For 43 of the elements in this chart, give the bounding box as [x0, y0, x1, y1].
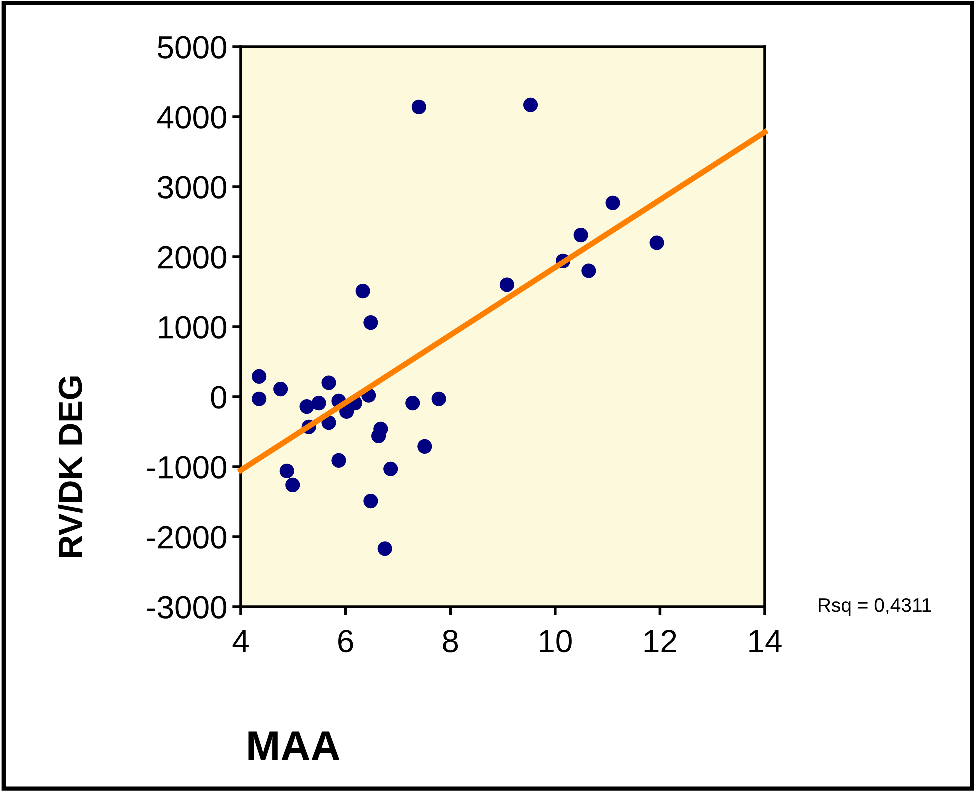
- point: [500, 278, 514, 292]
- point: [412, 100, 426, 114]
- x-tick-label: 6: [338, 630, 354, 653]
- y-tick-label: 2000: [158, 246, 227, 269]
- y-tick-label: 5000: [158, 36, 227, 59]
- point: [252, 369, 267, 384]
- y-tick-label: -3000: [148, 596, 227, 619]
- point: [312, 396, 326, 411]
- point: [322, 376, 336, 390]
- point: [252, 392, 267, 406]
- x-tick-label: 12: [644, 630, 676, 652]
- y-tick-label: -2000: [148, 526, 227, 549]
- point: [606, 196, 620, 210]
- point: [364, 316, 378, 330]
- point: [523, 98, 538, 112]
- y-tick-label: 3000: [158, 176, 227, 199]
- y-tick-label: 0: [211, 386, 227, 409]
- y-tick-label: 4000: [157, 106, 227, 129]
- point: [332, 453, 346, 468]
- x-tick-label: 14: [750, 630, 782, 652]
- y-tick-label: -1000: [148, 456, 227, 479]
- point: [406, 396, 420, 411]
- point: [300, 400, 314, 414]
- y-axis-title: RV/DK DEG: [58, 376, 83, 558]
- x-axis-title: MAA: [248, 732, 340, 760]
- point: [274, 382, 288, 397]
- point: [650, 236, 664, 250]
- point: [384, 462, 398, 476]
- x-tick-label: 10: [540, 630, 572, 653]
- point: [582, 264, 596, 278]
- x-tick-label: 8: [443, 630, 458, 653]
- point: [378, 542, 392, 556]
- point: [418, 439, 432, 454]
- point: [356, 284, 370, 299]
- point: [280, 464, 294, 478]
- text: Rsq = 0,4311: [818, 598, 932, 616]
- point: [286, 478, 300, 492]
- point: [364, 494, 378, 509]
- point: [574, 228, 588, 243]
- point: [374, 422, 388, 436]
- y-tick-label: 1000: [159, 316, 227, 339]
- x-tick-label: 4: [232, 630, 249, 652]
- point: [432, 392, 446, 406]
